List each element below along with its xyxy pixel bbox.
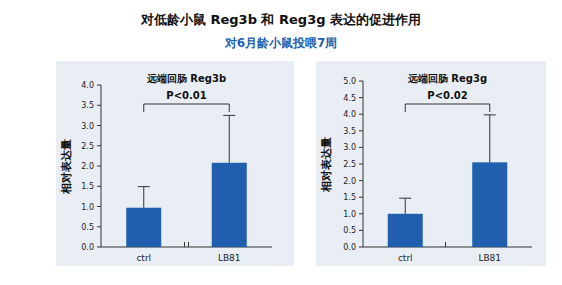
x-tick-label: LB81 — [218, 253, 241, 263]
error-line — [489, 115, 490, 162]
x-tick-label: ctrl — [136, 253, 151, 263]
y-tick-label: 0.5 — [343, 226, 356, 235]
error-bar — [223, 115, 235, 162]
y-tick-label: 1.5 — [81, 182, 94, 191]
axis-break — [184, 242, 185, 247]
y-tick-label: 4.5 — [343, 94, 356, 103]
y-tick-label: 2.5 — [343, 160, 356, 169]
x-tick-label: ctrl — [398, 253, 413, 263]
bar — [472, 162, 507, 247]
y-tick — [359, 213, 363, 214]
y-tick — [359, 114, 363, 115]
chart-panel: 相对表达量 远端回肠 Reg3b 0.0 0.5 1.0 1.5 2.0 2.5 3.0 3.5 4… — [56, 61, 294, 266]
error-line — [143, 187, 144, 208]
y-tick — [97, 125, 101, 126]
y-tick-label: 3.0 — [81, 122, 94, 131]
error-cap — [484, 114, 496, 115]
y-tick — [359, 230, 363, 231]
y-tick — [359, 81, 363, 82]
y-tick — [359, 180, 363, 181]
error-bar — [138, 187, 150, 208]
y-tick-label: 0.0 — [343, 243, 356, 252]
y-tick — [359, 147, 363, 148]
bar — [212, 163, 247, 247]
axis-break — [188, 242, 189, 247]
chart-title: 远端回肠 Reg3b — [146, 73, 226, 84]
y-tick-label: 1.5 — [343, 193, 356, 202]
y-tick-label: 2.0 — [343, 177, 356, 186]
y-tick — [97, 186, 101, 187]
y-axis — [363, 81, 364, 247]
significance-bracket — [144, 104, 230, 112]
y-tick-label: 0.5 — [81, 223, 94, 232]
y-tick-label: 5.0 — [343, 77, 356, 86]
error-line — [405, 198, 406, 214]
page-title: 对低龄小鼠 Reg3b 和 Reg3g 表达的促进作用 — [140, 12, 421, 27]
error-cap — [223, 115, 235, 116]
y-tick-label: 2.0 — [81, 162, 94, 171]
panel-background — [56, 61, 294, 266]
error-line — [229, 115, 230, 162]
y-tick-label: 2.5 — [81, 142, 94, 151]
y-tick — [97, 105, 101, 106]
y-tick — [359, 97, 363, 98]
y-tick — [97, 166, 101, 167]
y-tick — [359, 164, 363, 165]
chart-panel: 相对表达量 远端回肠 Reg3g 0.0 0.5 1.0 1.5 2.0 2.5 3.0 3.5 4… — [316, 61, 546, 266]
y-tick — [359, 197, 363, 198]
y-tick — [97, 247, 101, 248]
y-tick-label: 3.5 — [81, 101, 94, 110]
y-tick-label: 1.0 — [343, 210, 356, 219]
y-tick-label: 4.0 — [81, 81, 94, 90]
bar — [388, 214, 423, 247]
marks — [126, 115, 247, 247]
y-tick-label: 4.0 — [343, 110, 356, 119]
y-tick-label: 3.0 — [343, 143, 356, 152]
y-tick — [97, 85, 101, 86]
error-cap — [399, 198, 411, 199]
error-bar — [399, 198, 411, 214]
y-tick — [97, 206, 101, 207]
page-subtitle: 对6月龄小鼠投喂7周 — [224, 36, 338, 50]
y-tick — [97, 226, 101, 227]
axis-break — [445, 242, 446, 247]
annotation: P<0.01 — [166, 90, 206, 101]
y-axis — [101, 85, 102, 247]
y-axis-label: 相对表达量 — [320, 137, 333, 193]
y-tick — [359, 130, 363, 131]
bar — [126, 208, 161, 247]
panel-background — [316, 61, 546, 266]
y-tick-label: 1.0 — [81, 203, 94, 212]
y-tick-label: 3.5 — [343, 127, 356, 136]
y-tick-label: 0.0 — [81, 243, 94, 252]
annotation: P<0.02 — [427, 90, 467, 101]
y-tick — [359, 247, 363, 248]
error-bar — [484, 115, 496, 162]
page: 对低龄小鼠 Reg3b 和 Reg3g 表达的促进作用对6月龄小鼠投喂7周相对表… — [0, 0, 562, 285]
marks — [388, 115, 508, 247]
error-cap — [138, 186, 150, 187]
y-axis-label: 相对表达量 — [60, 139, 73, 195]
chart-title: 远端回肠 Reg3g — [407, 73, 487, 84]
y-tick — [97, 145, 101, 146]
x-tick-label: LB81 — [478, 253, 501, 263]
significance-bracket — [405, 104, 490, 112]
